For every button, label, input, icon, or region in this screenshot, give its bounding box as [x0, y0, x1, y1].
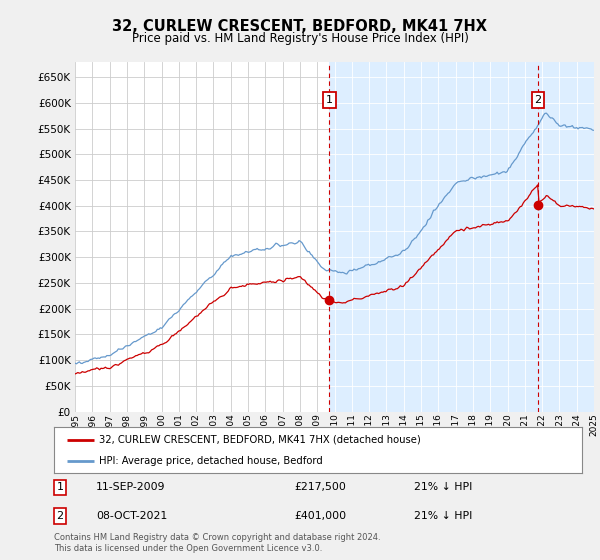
Text: 21% ↓ HPI: 21% ↓ HPI	[414, 482, 472, 492]
Text: 1: 1	[56, 482, 64, 492]
Text: £401,000: £401,000	[294, 511, 346, 521]
Text: 08-OCT-2021: 08-OCT-2021	[96, 511, 167, 521]
Text: HPI: Average price, detached house, Bedford: HPI: Average price, detached house, Bedf…	[99, 456, 323, 466]
Text: 2: 2	[535, 95, 542, 105]
Text: 2: 2	[56, 511, 64, 521]
Text: 11-SEP-2009: 11-SEP-2009	[96, 482, 166, 492]
Text: £217,500: £217,500	[294, 482, 346, 492]
Text: Contains HM Land Registry data © Crown copyright and database right 2024.
This d: Contains HM Land Registry data © Crown c…	[54, 533, 380, 553]
Text: 21% ↓ HPI: 21% ↓ HPI	[414, 511, 472, 521]
Text: 32, CURLEW CRESCENT, BEDFORD, MK41 7HX (detached house): 32, CURLEW CRESCENT, BEDFORD, MK41 7HX (…	[99, 435, 421, 445]
Text: Price paid vs. HM Land Registry's House Price Index (HPI): Price paid vs. HM Land Registry's House …	[131, 32, 469, 45]
Text: 1: 1	[326, 95, 333, 105]
Bar	[329, 62, 594, 412]
Text: 32, CURLEW CRESCENT, BEDFORD, MK41 7HX: 32, CURLEW CRESCENT, BEDFORD, MK41 7HX	[113, 19, 487, 34]
